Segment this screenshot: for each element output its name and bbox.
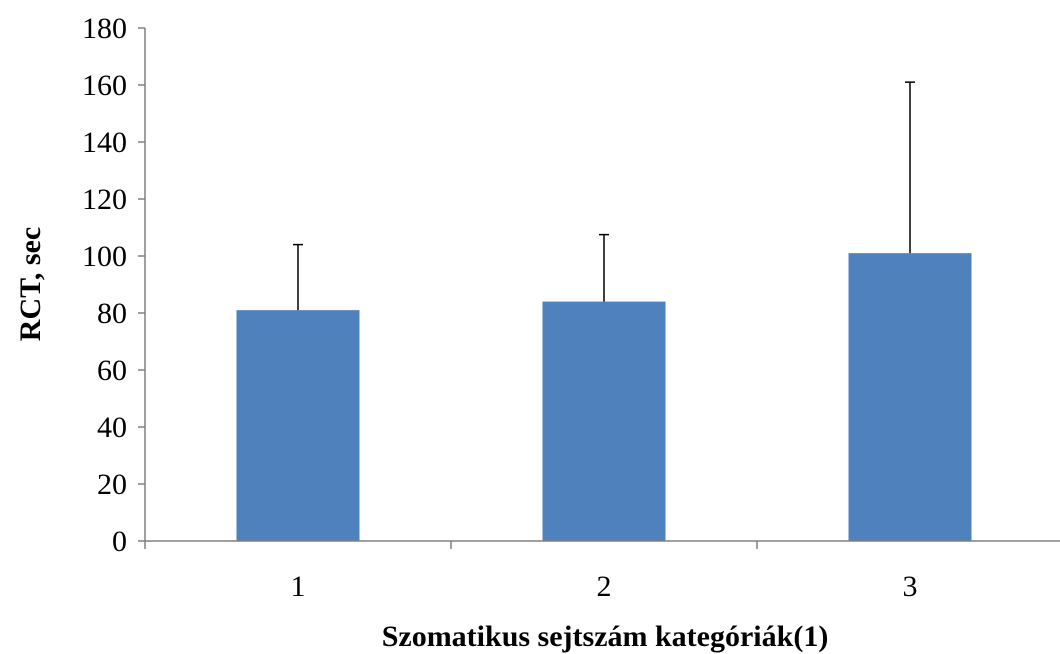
y-tick-label: 100 <box>82 240 127 273</box>
x-tick-label: 1 <box>291 570 306 603</box>
y-tick-label: 0 <box>112 525 127 558</box>
x-tick-label: 3 <box>903 570 918 603</box>
y-tick-label: 180 <box>82 12 127 45</box>
y-tick-label: 140 <box>82 126 127 159</box>
y-tick-label: 40 <box>97 411 127 444</box>
x-axis-title: Szomatikus sejtszám kategóriák(1) <box>382 620 829 653</box>
x-ticks-group: 1 2 3 <box>144 541 918 603</box>
bar-2 <box>542 301 666 541</box>
y-tick-label: 80 <box>97 297 127 330</box>
bar-1 <box>236 310 360 541</box>
x-tick-label: 2 <box>597 570 612 603</box>
y-tick-label: 120 <box>82 183 127 216</box>
error-bars-group <box>293 81 915 311</box>
y-tick-label: 20 <box>97 468 127 501</box>
y-axis-title: RCT, sec <box>14 227 47 341</box>
bars-group <box>236 253 972 541</box>
bar-3 <box>848 253 972 541</box>
y-ticks-group: 0 20 40 60 80 100 120 140 160 180 <box>82 12 145 558</box>
y-tick-label: 60 <box>97 354 127 387</box>
y-tick-label: 160 <box>82 69 127 102</box>
